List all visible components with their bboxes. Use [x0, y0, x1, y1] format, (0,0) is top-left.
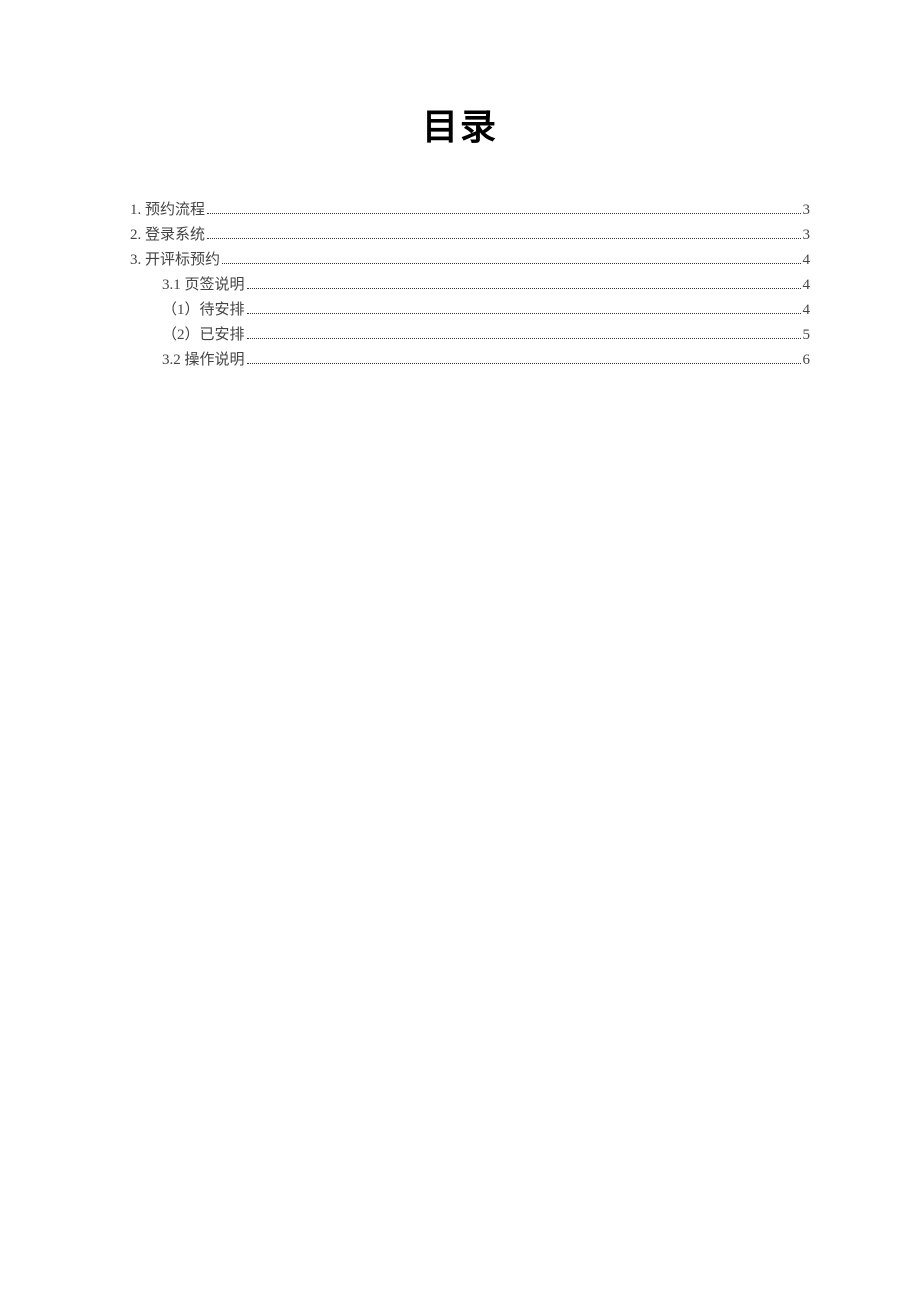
toc-entry-label: 1. 预约流程 — [130, 198, 205, 223]
toc-entry: 3.1 页签说明 4 — [130, 273, 810, 298]
toc-entry-page: 4 — [803, 298, 811, 323]
toc-entry-page: 3 — [803, 223, 811, 248]
toc-leader — [247, 313, 801, 314]
toc-entry: 3. 开评标预约 4 — [130, 248, 810, 273]
toc-entry-label: 3.2 操作说明 — [162, 348, 245, 373]
toc-entry: 3.2 操作说明 6 — [130, 348, 810, 373]
toc-leader — [247, 288, 801, 289]
toc-entry-page: 4 — [803, 248, 811, 273]
toc-entry: （2）已安排 5 — [130, 323, 810, 348]
toc-leader — [207, 238, 800, 239]
toc-entry-label: （1）待安排 — [162, 298, 245, 323]
toc-entry-label: 3.1 页签说明 — [162, 273, 245, 298]
toc-entry: （1）待安排 4 — [130, 298, 810, 323]
toc-entry-label: 3. 开评标预约 — [130, 248, 220, 273]
toc-leader — [247, 338, 801, 339]
toc-entry-label: （2）已安排 — [162, 323, 245, 348]
toc-leader — [247, 363, 801, 364]
toc-entry-label: 2. 登录系统 — [130, 223, 205, 248]
toc-entry-page: 6 — [803, 348, 811, 373]
toc-entry-page: 5 — [803, 323, 811, 348]
toc-list: 1. 预约流程 3 2. 登录系统 3 3. 开评标预约 4 3.1 页签说明 … — [130, 198, 810, 373]
toc-title: 目录 — [110, 98, 810, 150]
toc-entry: 2. 登录系统 3 — [130, 223, 810, 248]
toc-leader — [222, 263, 800, 264]
toc-entry-page: 3 — [803, 198, 811, 223]
toc-entry: 1. 预约流程 3 — [130, 198, 810, 223]
toc-leader — [207, 213, 800, 214]
toc-entry-page: 4 — [803, 273, 811, 298]
